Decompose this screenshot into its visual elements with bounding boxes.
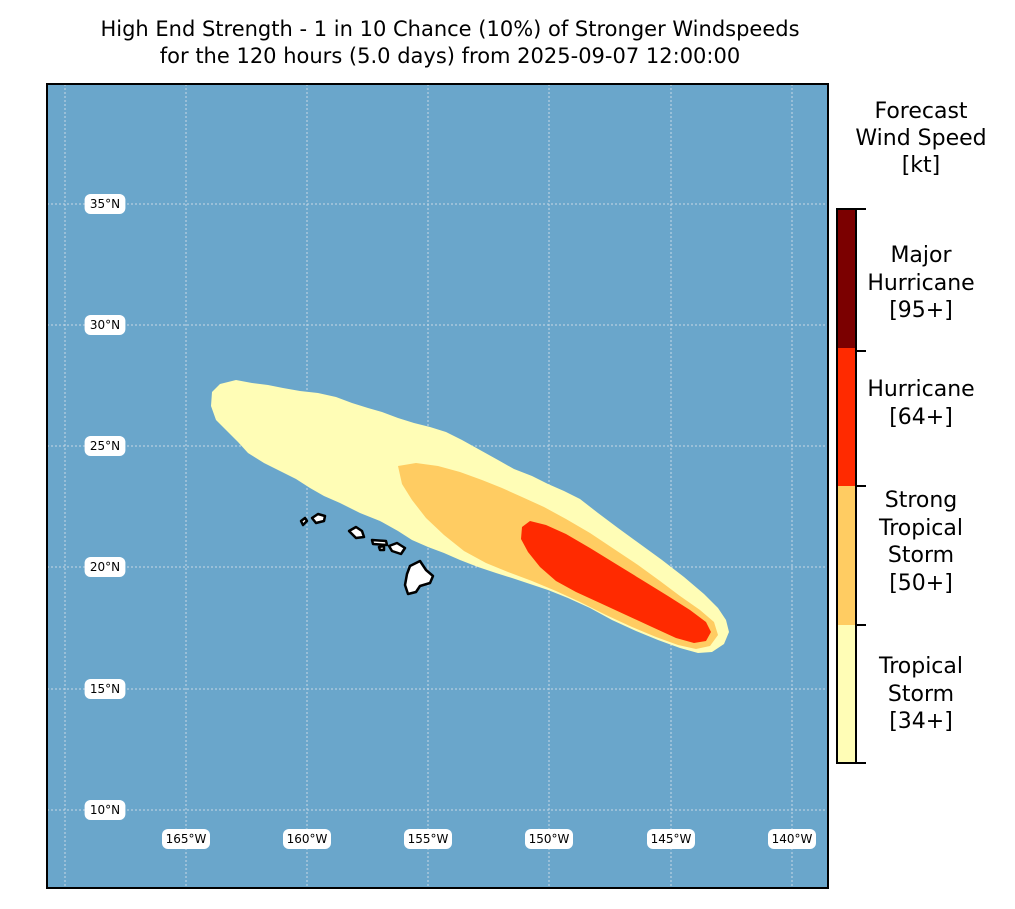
latitude-label: 20°N	[84, 557, 126, 577]
label-line: [50+]	[889, 570, 953, 596]
longitude-label: 145°W	[647, 829, 695, 849]
latitude-label-box	[84, 800, 126, 820]
longitude-label-box	[647, 829, 695, 849]
longitude-label-text: 165°W	[166, 832, 207, 846]
colorbar-label-major-hurricane: Major Hurricane [95+]	[846, 242, 996, 325]
label-line: Tropical	[879, 515, 963, 541]
island-hawaii	[403, 559, 435, 596]
island-lanai	[377, 544, 386, 552]
latitude-labels: 35°N 30°N 25°N 20°N 15°N 10°N	[84, 194, 126, 820]
chart-title: High End Strength - 1 in 10 Chance (10%)…	[0, 16, 900, 70]
latitude-label-text: 25°N	[90, 439, 120, 453]
latitude-label-text: 35°N	[90, 197, 120, 211]
longitude-labels: 165°W 160°W 155°W 150°W 145°W 140°W	[162, 829, 816, 849]
colorbar-segment-tropical-storm	[837, 625, 856, 763]
colorbar-label-hurricane: Hurricane [64+]	[846, 376, 996, 431]
latitude-label-text: 30°N	[90, 318, 120, 332]
label-line: [64+]	[889, 404, 953, 430]
colorbar	[836, 208, 866, 764]
longitude-label: 160°W	[283, 829, 331, 849]
longitude-label-box	[283, 829, 331, 849]
longitude-label: 155°W	[404, 829, 452, 849]
latitude-label-box	[84, 194, 126, 214]
longitude-label: 140°W	[768, 829, 816, 849]
label-line: Major	[890, 243, 952, 268]
label-line: Storm	[887, 681, 955, 707]
colorbar-segment-hurricane	[837, 348, 856, 486]
colorbar-title: Forecast Wind Speed [kt]	[836, 98, 1006, 179]
latitude-label: 15°N	[84, 679, 126, 699]
latitude-label-text: 10°N	[90, 803, 120, 817]
hurricane-wind-area	[521, 521, 711, 643]
map-frame	[46, 83, 829, 889]
latitude-label-text: 20°N	[90, 560, 120, 574]
colorbar-label-tropical-storm: Tropical Storm [34+]	[846, 653, 996, 736]
longitude-label-box	[162, 829, 210, 849]
longitude-label-text: 160°W	[287, 832, 328, 846]
latitude-label: 35°N	[84, 194, 126, 214]
latitude-label: 30°N	[84, 315, 126, 335]
longitude-label-text: 155°W	[408, 832, 449, 846]
longitude-label: 165°W	[162, 829, 210, 849]
island-kauai	[310, 512, 327, 525]
label-line: Storm	[887, 543, 955, 568]
longitude-label: 150°W	[525, 829, 573, 849]
latitude-label: 25°N	[84, 436, 126, 456]
title-line-1: High End Strength - 1 in 10 Chance (10%)…	[100, 17, 800, 41]
longitude-label-text: 145°W	[651, 832, 692, 846]
label-line: Strong	[884, 488, 958, 513]
title-line-2: for the 120 hours (5.0 days) from 2025-0…	[159, 44, 741, 68]
label-line: [34+]	[889, 709, 953, 734]
island-niihau	[299, 516, 309, 527]
label-line: Hurricane	[867, 270, 975, 296]
label-line: Tropical	[879, 654, 963, 679]
latitude-label-text: 15°N	[90, 682, 120, 696]
longitude-label-text: 150°W	[529, 832, 570, 846]
colorbar-title-line: [kt]	[901, 153, 941, 178]
colorbar-title-line: Wind Speed	[855, 126, 987, 151]
colorbar-ticks	[856, 208, 866, 764]
island-oahu	[347, 525, 366, 540]
latitude-label-box	[84, 679, 126, 699]
island-maui	[387, 541, 407, 556]
colorbar-label-strong-tropical-storm: Strong Tropical Storm [50+]	[846, 487, 996, 597]
label-line: Hurricane	[867, 377, 975, 402]
island-molokai	[370, 538, 389, 547]
colorbar-segment-strong-tropical-storm	[837, 486, 856, 625]
latitude-label-box	[84, 315, 126, 335]
longitude-label-box	[768, 829, 816, 849]
longitude-label-box	[525, 829, 573, 849]
latitude-label: 10°N	[84, 800, 126, 820]
latitude-label-box	[84, 436, 126, 456]
latitude-label-box	[84, 557, 126, 577]
longitude-label-box	[404, 829, 452, 849]
colorbar-title-line: Forecast	[874, 99, 968, 124]
hawaiian-islands	[299, 512, 435, 596]
label-line: [95+]	[889, 298, 953, 323]
longitude-label-text: 140°W	[772, 832, 813, 846]
colorbar-segment-major-hurricane	[837, 209, 856, 348]
